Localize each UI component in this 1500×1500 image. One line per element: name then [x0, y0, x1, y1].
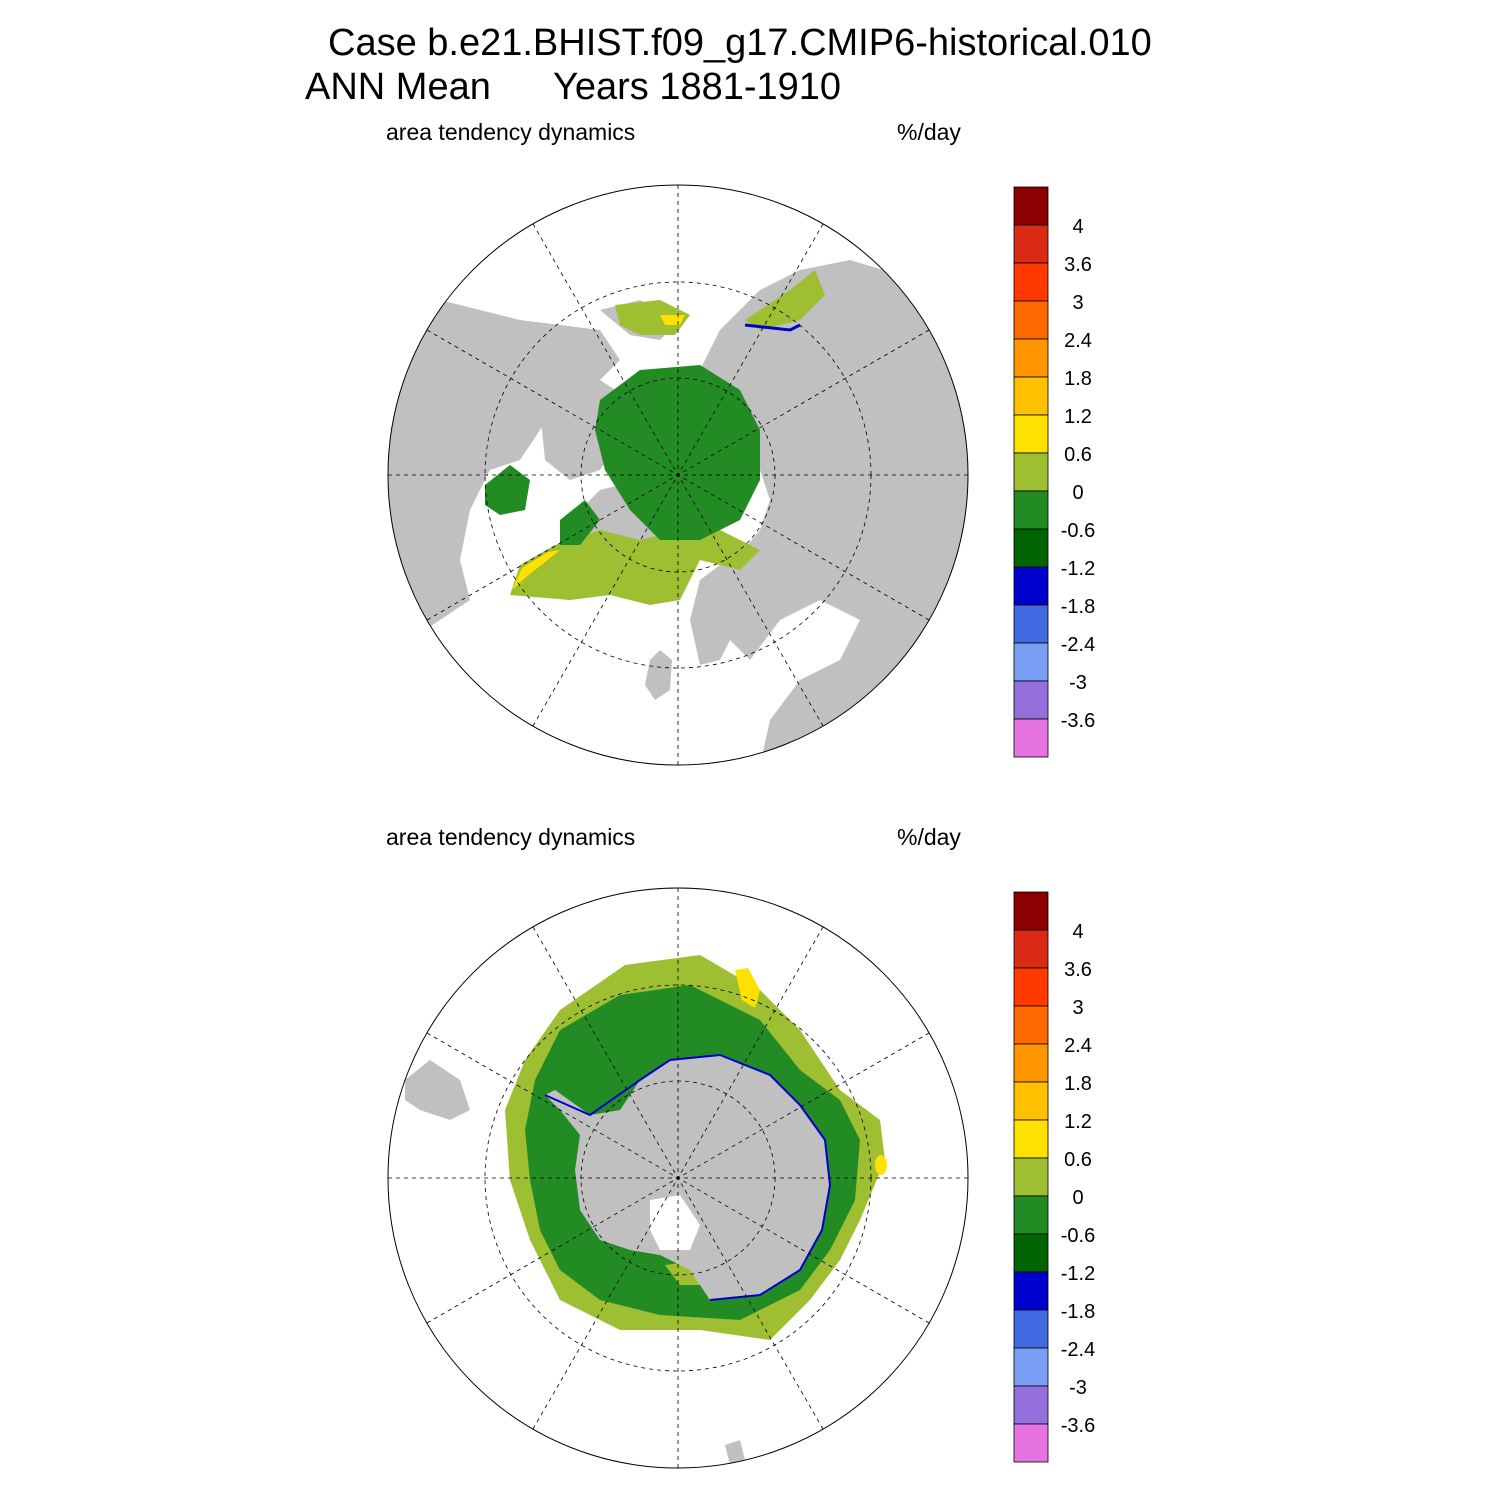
colorbar-swatch — [1013, 891, 1049, 931]
north-ice-arctic-basin — [595, 365, 760, 540]
colorbar-swatch — [1013, 490, 1049, 530]
figure-title-season: ANN Mean — [305, 66, 491, 108]
colorbar-tick-label: -0.6 — [1061, 1225, 1095, 1247]
north-land-north-america — [388, 300, 620, 640]
figure-title-case: Case b.e21.BHIST.f09_g17.CMIP6-historica… — [328, 22, 1152, 64]
north-ice-hudson-bay — [485, 465, 530, 515]
colorbar-swatch — [1013, 680, 1049, 720]
panel-2-variable-label: area tendency dynamics — [386, 824, 636, 850]
colorbar-swatch — [1013, 1385, 1049, 1425]
colorbar-tick-label: 0 — [1072, 482, 1083, 504]
colorbar-swatch — [1013, 338, 1049, 378]
north-ice-baffin — [560, 500, 600, 545]
colorbar-swatch — [1013, 1043, 1049, 1083]
south-land-south-america — [405, 1060, 470, 1120]
south-polar-map — [387, 887, 969, 1469]
colorbar-tick-label: 2.4 — [1064, 1035, 1092, 1057]
north-polar-map — [387, 184, 969, 766]
colorbar-swatch — [1013, 452, 1049, 492]
colorbar-swatch — [1013, 566, 1049, 606]
north-land-british-isles — [645, 650, 672, 700]
colorbar-swatch — [1013, 1347, 1049, 1387]
north-ice-bering — [615, 300, 690, 335]
colorbar-tick-label: 3.6 — [1064, 254, 1092, 276]
south-ice-shelf-ross — [650, 1195, 700, 1250]
colorbar-south: 4 3.6 3 2.4 1.8 1.2 0.6 0 -0.6 -1.2 -1.8 -2.4 -3 -3.6 — [1013, 891, 1095, 1463]
colorbar-swatch — [1013, 967, 1049, 1007]
colorbar-tick-label: -2.4 — [1061, 1339, 1095, 1361]
colorbar-tick-label: -3.6 — [1061, 1415, 1095, 1437]
colorbar-swatch — [1013, 1423, 1049, 1463]
colorbar-north: 4 3.6 3 2.4 1.8 1.2 0.6 0 -0.6 -1.2 -1.8 -2.4 -3 -3.6 — [1013, 186, 1095, 758]
colorbar-swatch — [1013, 1005, 1049, 1045]
figure-title-years: Years 1881-1910 — [553, 66, 842, 108]
colorbar-tick-label: 1.2 — [1064, 406, 1092, 428]
colorbar-swatch — [1013, 1233, 1049, 1273]
north-ice-bering-positive — [660, 315, 685, 325]
south-land-antarctica — [545, 1055, 830, 1300]
colorbar-tick-label: 2.4 — [1064, 330, 1092, 352]
colorbar-tick-label: -3 — [1069, 672, 1087, 694]
north-land-eurasia — [700, 260, 968, 765]
colorbar-swatch — [1013, 1157, 1049, 1197]
colorbar-tick-label: -0.6 — [1061, 520, 1095, 542]
colorbar-swatch — [1013, 604, 1049, 644]
colorbar-tick-label: 0.6 — [1064, 1149, 1092, 1171]
colorbar-tick-label: -3 — [1069, 1377, 1087, 1399]
north-land-scandinavia — [690, 565, 745, 665]
colorbar-tick-label: 0 — [1072, 1187, 1083, 1209]
colorbar-tick-label: -3.6 — [1061, 710, 1095, 732]
south-ice-positive-patch-2 — [875, 1155, 887, 1175]
colorbar-swatch — [1013, 376, 1049, 416]
colorbar-tick-label: -2.4 — [1061, 634, 1095, 656]
colorbar-tick-label: 3 — [1072, 292, 1083, 314]
colorbar-tick-label: 3.6 — [1064, 959, 1092, 981]
north-graticule — [388, 185, 968, 765]
colorbar-tick-label: -1.2 — [1061, 1263, 1095, 1285]
colorbar-swatch — [1013, 528, 1049, 568]
colorbar-swatch — [1013, 929, 1049, 969]
colorbar-swatch — [1013, 1309, 1049, 1349]
south-land-australia-tip — [725, 1440, 745, 1465]
north-ice-okhotsk — [745, 270, 825, 330]
north-ice-blue-edge — [744, 323, 801, 332]
colorbar-swatch — [1013, 1081, 1049, 1121]
north-ice-positive-band — [512, 550, 560, 590]
colorbar-tick-label: -1.2 — [1061, 558, 1095, 580]
panel-1-units-label: %/day — [897, 119, 961, 145]
colorbar-swatch — [1013, 186, 1049, 226]
colorbar-tick-label: -1.8 — [1061, 596, 1095, 618]
colorbar-tick-label: 3 — [1072, 997, 1083, 1019]
south-ice-positive-patch-1 — [735, 968, 760, 1008]
colorbar-tick-label: 1.8 — [1064, 1073, 1092, 1095]
colorbar-tick-label: 1.2 — [1064, 1111, 1092, 1133]
colorbar-swatch — [1013, 414, 1049, 454]
panel-1-variable-label: area tendency dynamics — [386, 119, 636, 145]
colorbar-tick-label: 0.6 — [1064, 444, 1092, 466]
colorbar-swatch — [1013, 224, 1049, 264]
south-graticule — [388, 888, 968, 1468]
panel-2-units-label: %/day — [897, 824, 961, 850]
colorbar-swatch — [1013, 642, 1049, 682]
colorbar-swatch — [1013, 300, 1049, 340]
colorbar-swatch — [1013, 1195, 1049, 1235]
colorbar-tick-label: 4 — [1072, 216, 1083, 238]
colorbar-swatch — [1013, 262, 1049, 302]
colorbar-tick-label: 1.8 — [1064, 368, 1092, 390]
colorbar-tick-label: 4 — [1072, 921, 1083, 943]
colorbar-swatch — [1013, 1271, 1049, 1311]
north-ice-edge-atlantic — [510, 530, 760, 605]
colorbar-swatch — [1013, 718, 1049, 758]
colorbar-swatch — [1013, 1119, 1049, 1159]
south-ice-blue-coast — [544, 1053, 832, 1301]
colorbar-tick-label: -1.8 — [1061, 1301, 1095, 1323]
